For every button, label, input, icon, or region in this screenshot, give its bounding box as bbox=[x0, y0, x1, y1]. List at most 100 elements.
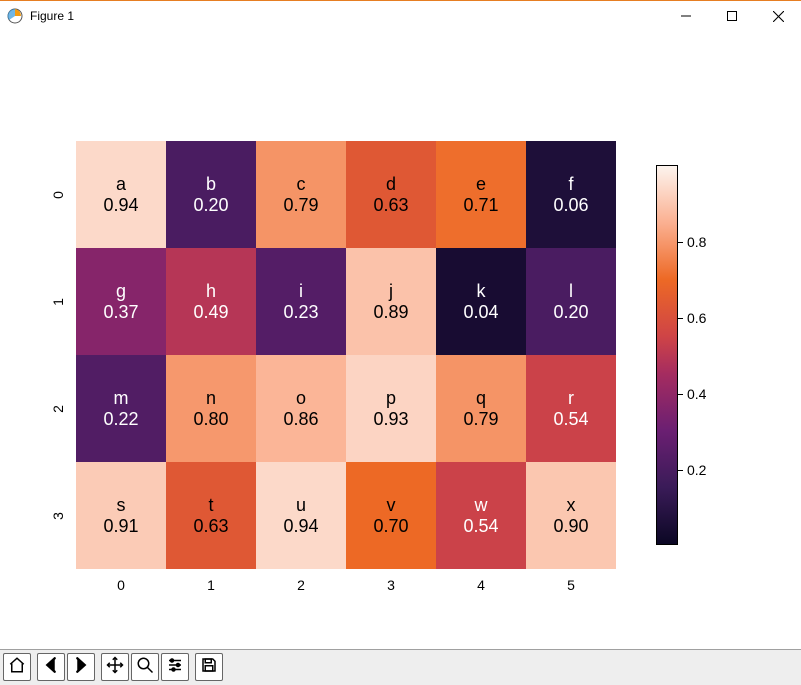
y-tick-label: 1 bbox=[50, 298, 66, 306]
toolbar-group bbox=[194, 652, 224, 683]
back-icon bbox=[42, 656, 60, 679]
cell-label: j bbox=[389, 281, 393, 302]
heatmap-cell: d0.63 bbox=[346, 141, 436, 248]
heatmap-cell: h0.49 bbox=[166, 248, 256, 355]
cell-label: q bbox=[476, 388, 486, 409]
heatmap-cell: n0.80 bbox=[166, 355, 256, 462]
cell-value: 0.79 bbox=[283, 195, 318, 216]
configure-button[interactable] bbox=[161, 653, 189, 681]
heatmap-cell: g0.37 bbox=[76, 248, 166, 355]
colorbar-tick-label: 0.8 bbox=[677, 234, 706, 250]
cell-label: u bbox=[296, 495, 306, 516]
window-controls bbox=[663, 1, 801, 31]
heatmap-cell: p0.93 bbox=[346, 355, 436, 462]
home-button[interactable] bbox=[3, 653, 31, 681]
plot-area: a0.94b0.20c0.79d0.63e0.71f0.06g0.37h0.49… bbox=[76, 141, 616, 569]
x-tick-label: 3 bbox=[387, 577, 395, 593]
cell-value: 0.71 bbox=[463, 195, 498, 216]
zoom-button[interactable] bbox=[131, 653, 159, 681]
cell-label: v bbox=[387, 495, 396, 516]
cell-label: r bbox=[568, 388, 574, 409]
cell-label: f bbox=[568, 174, 573, 195]
heatmap-cell: e0.71 bbox=[436, 141, 526, 248]
cell-label: k bbox=[477, 281, 486, 302]
cell-value: 0.91 bbox=[103, 516, 138, 537]
y-tick-label: 2 bbox=[50, 405, 66, 413]
heatmap-cell: i0.23 bbox=[256, 248, 346, 355]
cell-label: d bbox=[386, 174, 396, 195]
cell-label: h bbox=[206, 281, 216, 302]
toolbar-group bbox=[100, 652, 190, 683]
window-title: Figure 1 bbox=[30, 9, 74, 23]
cell-value: 0.20 bbox=[553, 302, 588, 323]
x-tick-label: 0 bbox=[117, 577, 125, 593]
heatmap-grid: a0.94b0.20c0.79d0.63e0.71f0.06g0.37h0.49… bbox=[76, 141, 616, 569]
maximize-button[interactable] bbox=[709, 1, 755, 31]
cell-value: 0.80 bbox=[193, 409, 228, 430]
cell-value: 0.93 bbox=[373, 409, 408, 430]
save-button[interactable] bbox=[195, 653, 223, 681]
cell-label: s bbox=[117, 495, 126, 516]
y-tick-label: 0 bbox=[50, 191, 66, 199]
minimize-button[interactable] bbox=[663, 1, 709, 31]
cell-value: 0.94 bbox=[103, 195, 138, 216]
cell-value: 0.20 bbox=[193, 195, 228, 216]
close-button[interactable] bbox=[755, 1, 801, 31]
cell-label: e bbox=[476, 174, 486, 195]
heatmap-cell: j0.89 bbox=[346, 248, 436, 355]
app-icon bbox=[6, 7, 24, 25]
heatmap-cell: m0.22 bbox=[76, 355, 166, 462]
cell-value: 0.90 bbox=[553, 516, 588, 537]
cell-value: 0.89 bbox=[373, 302, 408, 323]
cell-label: x bbox=[567, 495, 576, 516]
x-tick-label: 2 bbox=[297, 577, 305, 593]
cell-label: p bbox=[386, 388, 396, 409]
heatmap-cell: b0.20 bbox=[166, 141, 256, 248]
x-tick-label: 1 bbox=[207, 577, 215, 593]
x-tick-label: 5 bbox=[567, 577, 575, 593]
cell-label: a bbox=[116, 174, 126, 195]
cell-label: t bbox=[208, 495, 213, 516]
cell-value: 0.04 bbox=[463, 302, 498, 323]
heatmap-cell: r0.54 bbox=[526, 355, 616, 462]
heatmap-cell: v0.70 bbox=[346, 462, 436, 569]
colorbar-tick-label: 0.4 bbox=[677, 386, 706, 402]
cell-value: 0.37 bbox=[103, 302, 138, 323]
colorbar-tick-label: 0.6 bbox=[677, 310, 706, 326]
toolbar-group bbox=[36, 652, 96, 683]
cell-label: m bbox=[114, 388, 129, 409]
cell-value: 0.49 bbox=[193, 302, 228, 323]
heatmap-cell: u0.94 bbox=[256, 462, 346, 569]
cell-label: o bbox=[296, 388, 306, 409]
back-button[interactable] bbox=[37, 653, 65, 681]
heatmap-cell: x0.90 bbox=[526, 462, 616, 569]
heatmap-cell: t0.63 bbox=[166, 462, 256, 569]
cell-label: c bbox=[297, 174, 306, 195]
cell-label: n bbox=[206, 388, 216, 409]
cell-value: 0.06 bbox=[553, 195, 588, 216]
cell-label: b bbox=[206, 174, 216, 195]
cell-value: 0.63 bbox=[373, 195, 408, 216]
cell-value: 0.54 bbox=[463, 516, 498, 537]
pan-icon bbox=[106, 656, 124, 679]
cell-value: 0.23 bbox=[283, 302, 318, 323]
cell-value: 0.79 bbox=[463, 409, 498, 430]
pan-button[interactable] bbox=[101, 653, 129, 681]
x-tick-label: 4 bbox=[477, 577, 485, 593]
forward-button[interactable] bbox=[67, 653, 95, 681]
zoom-icon bbox=[136, 656, 154, 679]
cell-label: w bbox=[475, 495, 488, 516]
matplotlib-toolbar bbox=[0, 649, 801, 685]
figure-window: Figure 1 a0.94b0.20c0.79d0.63e0.71f0.06g… bbox=[0, 0, 801, 685]
colorbar-gradient: 0.20.40.60.8 bbox=[656, 165, 678, 545]
configure-icon bbox=[166, 656, 184, 679]
cell-label: l bbox=[569, 281, 573, 302]
heatmap-cell: w0.54 bbox=[436, 462, 526, 569]
heatmap-cell: l0.20 bbox=[526, 248, 616, 355]
heatmap-cell: k0.04 bbox=[436, 248, 526, 355]
cell-value: 0.22 bbox=[103, 409, 138, 430]
cell-value: 0.70 bbox=[373, 516, 408, 537]
heatmap-cell: f0.06 bbox=[526, 141, 616, 248]
toolbar-group bbox=[2, 652, 32, 683]
heatmap-cell: o0.86 bbox=[256, 355, 346, 462]
